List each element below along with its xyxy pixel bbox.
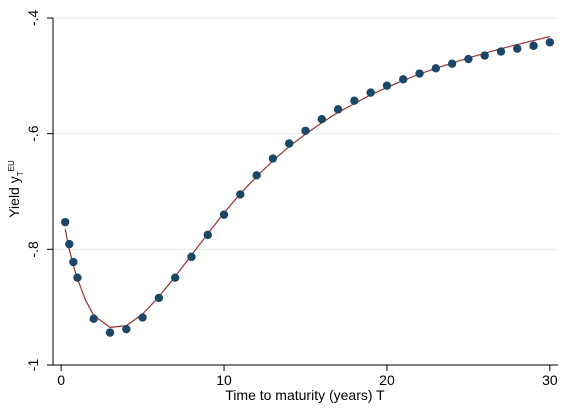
observed-yield-point: [252, 171, 261, 180]
observed-yield-point: [399, 75, 408, 84]
observed-yield-point: [219, 210, 229, 219]
observed-yield-point: [203, 230, 212, 240]
x-tick-label: 10: [216, 372, 232, 388]
observed-yield-point: [301, 126, 310, 135]
observed-yield-point: [138, 313, 147, 322]
observed-yield-point: [65, 239, 74, 249]
observed-yield-point: [154, 293, 164, 303]
observed-yield-point: [187, 252, 196, 262]
x-tick-label: 20: [379, 372, 395, 388]
observed-yield-point: [496, 47, 506, 56]
observed-yield-point: [529, 41, 538, 50]
y-tick-label: -.8: [25, 241, 41, 258]
observed-yield-point: [382, 81, 392, 90]
x-axis-title: Time to maturity (years) T: [225, 387, 385, 403]
x-tick-label: 30: [542, 372, 558, 388]
observed-yield-point: [480, 51, 489, 60]
y-tick-label: -.4: [25, 10, 41, 27]
observed-yield-point: [431, 64, 441, 73]
observed-yield-point: [170, 273, 180, 282]
fit-line-layer: [64, 35, 551, 328]
y-axis-title-main: Yield y: [6, 176, 22, 218]
y-axis-title: Yield yTEU: [6, 160, 25, 218]
observed-yield-point: [89, 314, 98, 323]
observed-yield-point: [236, 190, 245, 199]
fitted-yield-curve-line: [64, 35, 551, 328]
observed-yield-point: [285, 139, 294, 148]
marker-layer: [61, 38, 555, 337]
observed-yield-point: [122, 324, 131, 334]
y-axis-title-subscript: T: [16, 171, 25, 176]
observed-yield-point: [513, 44, 522, 53]
observed-yield-point: [447, 59, 457, 68]
observed-yield-point: [105, 328, 115, 337]
observed-yield-point: [350, 96, 359, 105]
x-ticks: 0 10 20 30: [57, 365, 558, 388]
y-ticks: -.4 -.6 -.8 -1: [25, 10, 53, 372]
x-tick-label: 0: [57, 372, 65, 388]
observed-yield-point: [545, 38, 555, 47]
axes: [52, 18, 558, 366]
observed-yield-point: [415, 69, 424, 78]
y-tick-label: -.6: [25, 125, 41, 142]
observed-yield-point: [61, 217, 70, 227]
y-tick-label: -1: [25, 359, 41, 372]
observed-yield-point: [464, 54, 473, 64]
observed-yield-point: [317, 115, 326, 124]
observed-yield-point: [333, 105, 343, 114]
observed-yield-point: [268, 154, 278, 163]
observed-yield-point: [73, 273, 82, 282]
observed-yield-point: [366, 88, 375, 97]
observed-yield-point: [69, 257, 78, 267]
y-axis-title-superscript: EU: [7, 160, 16, 171]
